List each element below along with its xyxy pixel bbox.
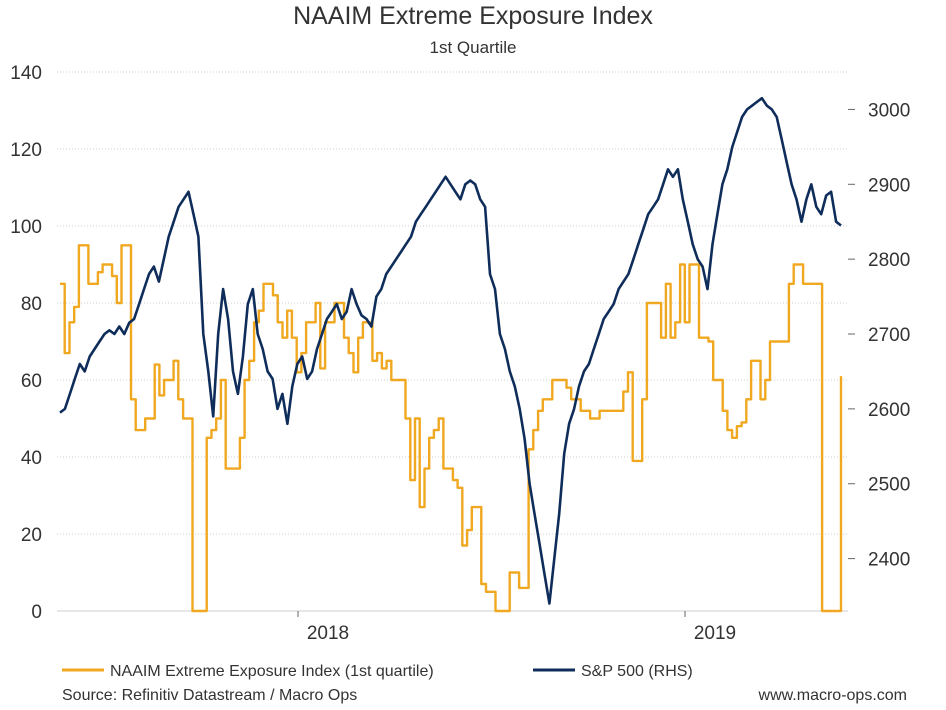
right-tick-label: 3000 [868,100,910,121]
right-axis: 2400 2500 2600 2700 2800 2900 3000 [848,100,910,571]
grid [57,71,848,612]
x-axis: 2018 2019 [297,611,736,644]
left-tick-label: 120 [10,140,42,161]
left-tick-label: 0 [31,602,42,623]
series [59,96,843,613]
x-tick-label: 2018 [307,623,349,644]
legend: NAAIM Extreme Exposure Index (1st quarti… [62,663,693,680]
left-tick-label: 100 [10,217,42,238]
right-tick-label: 2700 [868,325,910,346]
right-tick-label: 2500 [868,475,910,496]
chart-title: NAAIM Extreme Exposure Index [293,2,653,30]
naaim-series-line [60,244,843,613]
left-tick-label: 140 [10,63,42,84]
left-tick-label: 40 [21,448,42,469]
right-tick-label: 2400 [868,550,910,571]
right-tick-label: 2900 [868,175,910,196]
right-tick-label: 2800 [868,250,910,271]
x-tick-label: 2019 [694,623,736,644]
website-link[interactable]: www.macro-ops.com [758,687,907,704]
left-tick-label: 20 [21,525,42,546]
chart-subtitle: 1st Quartile [430,38,517,57]
left-tick-label: 80 [21,294,42,315]
source-note: Source: Refinitiv Datastream / Macro Ops [62,687,357,704]
legend-label-spx: S&P 500 (RHS) [581,663,693,680]
left-axis: 0 20 40 60 80 100 120 140 [10,63,42,623]
left-tick-label: 60 [21,371,42,392]
legend-label-naaim: NAAIM Extreme Exposure Index (1st quarti… [110,663,434,680]
spx-series-line [59,96,842,605]
right-tick-label: 2600 [868,400,910,421]
